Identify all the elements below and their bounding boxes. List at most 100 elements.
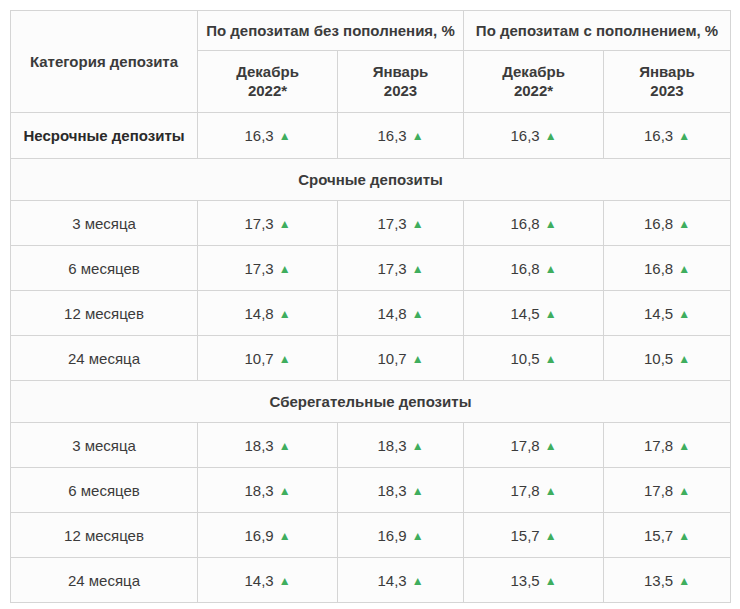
rate-value: 17,8 <box>644 482 673 499</box>
trend-up-icon: ▲ <box>412 484 424 498</box>
rate-value: 18,3 <box>244 482 273 499</box>
trend-up-icon: ▲ <box>545 352 557 366</box>
rate-cell: 15,7 ▲ <box>464 513 604 558</box>
rate-cell: 18,3 ▲ <box>338 468 464 513</box>
table-row-term-6m: 6 месяцев 17,3▲ 17,3▲ 16,8 ▲ 16,8 ▲ <box>11 246 731 291</box>
rate-cell: 17,3▲ <box>198 246 338 291</box>
rate-value: 16,8 <box>510 260 539 277</box>
category-label: 6 месяцев <box>11 468 198 513</box>
rate-value: 18,3 <box>244 437 273 454</box>
category-label: 24 месяца <box>11 336 198 381</box>
sub-header-jan-2023-with: Январь 2023 <box>604 51 731 113</box>
trend-up-icon: ▲ <box>279 217 291 231</box>
table-row-savings-3m: 3 месяца 18,3▲ 18,3▲ 17,8▲ 17,8▲ <box>11 423 731 468</box>
rate-value: 17,3 <box>244 215 273 232</box>
group-header-without-topup: По депозитам без пополнения, % <box>198 11 464 51</box>
category-label: 3 месяца <box>11 201 198 246</box>
section-row-term-deposits: Срочные депозиты <box>11 159 731 201</box>
corner-header: Категория депозита <box>11 11 198 113</box>
rate-cell: 16,3▲ <box>464 113 604 159</box>
category-label: Несрочные депозиты <box>11 113 198 159</box>
trend-up-icon: ▲ <box>279 352 291 366</box>
group-header-with-topup: По депозитам с пополнением, % <box>464 11 731 51</box>
trend-up-icon: ▲ <box>678 217 690 231</box>
group-header-row: Категория депозита По депозитам без попо… <box>11 11 731 51</box>
deposit-rates-table: Категория депозита По депозитам без попо… <box>10 10 731 603</box>
trend-up-icon: ▲ <box>545 439 557 453</box>
rate-cell: 10,7 ▲ <box>198 336 338 381</box>
rate-value: 16,9 <box>377 527 406 544</box>
table-row-demand-deposits: Несрочные депозиты 16,3▲ 16,3▲ 16,3▲ 16,… <box>11 113 731 159</box>
rate-value: 10,7 <box>244 350 273 367</box>
rate-cell: 17,8▲ <box>464 423 604 468</box>
rate-value: 16,8 <box>510 215 539 232</box>
rate-value: 16,8 <box>644 215 673 232</box>
rate-value: 18,3 <box>377 437 406 454</box>
rate-value: 15,7 <box>510 527 539 544</box>
rate-cell: 16,8 ▲ <box>604 201 731 246</box>
trend-up-icon: ▲ <box>678 439 690 453</box>
rate-cell: 16,8 ▲ <box>464 201 604 246</box>
table-row-term-3m: 3 месяца 17,3 ▲ 17,3 ▲ 16,8 ▲ 16,8 ▲ <box>11 201 731 246</box>
rate-value: 16,3 <box>377 127 406 144</box>
category-label: 3 месяца <box>11 423 198 468</box>
rate-value: 13,5 <box>510 572 539 589</box>
rate-cell: 14,5 ▲ <box>604 291 731 336</box>
rate-cell: 17,3 ▲ <box>198 201 338 246</box>
rate-value: 14,8 <box>377 305 406 322</box>
rate-value: 13,5 <box>644 572 673 589</box>
rate-value: 14,8 <box>244 305 273 322</box>
rate-cell: 14,8 ▲ <box>198 291 338 336</box>
rate-cell: 16,8 ▲ <box>604 246 731 291</box>
rate-value: 17,3 <box>377 260 406 277</box>
rate-value: 14,5 <box>644 305 673 322</box>
rate-cell: 18,3 ▲ <box>198 423 338 468</box>
trend-up-icon: ▲ <box>545 484 557 498</box>
category-label: 24 месяца <box>11 558 198 603</box>
category-label: 12 месяцев <box>11 513 198 558</box>
trend-up-icon: ▲ <box>279 574 291 588</box>
table-row-savings-6m: 6 месяцев 18,3 ▲ 18,3 ▲ 17,8 ▲ 17,8 ▲ <box>11 468 731 513</box>
rate-cell: 14,3▲ <box>198 558 338 603</box>
trend-up-icon: ▲ <box>678 262 690 276</box>
trend-up-icon: ▲ <box>279 307 291 321</box>
rate-value: 16,3 <box>644 127 673 144</box>
rate-cell: 10,5 ▲ <box>604 336 731 381</box>
rate-value: 17,3 <box>244 260 273 277</box>
trend-up-icon: ▲ <box>678 352 690 366</box>
rate-value: 17,8 <box>510 482 539 499</box>
trend-up-icon: ▲ <box>279 439 291 453</box>
trend-up-icon: ▲ <box>545 262 557 276</box>
trend-up-icon: ▲ <box>412 439 424 453</box>
rate-value: 14,5 <box>510 305 539 322</box>
table-row-savings-24m: 24 месяца 14,3▲ 14,3▲ 13,5▲ 13,5▲ <box>11 558 731 603</box>
table-body: Несрочные депозиты 16,3 ▲ 16,3 ▲ 16,3 ▲ 16,… <box>11 113 731 603</box>
trend-up-icon: ▲ <box>279 129 291 143</box>
table-row-term-12m: 12 месяцев 14,8 ▲ 14,8 ▲ 14,5 ▲ 14,5 ▲ <box>11 291 731 336</box>
rate-cell: 17,3▲ <box>338 246 464 291</box>
trend-up-icon: ▲ <box>279 484 291 498</box>
rate-cell: 16,3 ▲ <box>198 113 338 159</box>
section-title: Сберегательные депозиты <box>11 381 731 423</box>
trend-up-icon: ▲ <box>678 307 690 321</box>
trend-up-icon: ▲ <box>412 129 424 143</box>
trend-up-icon: ▲ <box>412 574 424 588</box>
rate-value: 10,5 <box>644 350 673 367</box>
table-row-term-24m: 24 месяца 10,7 ▲ 10,7 ▲ 10,5 ▲ 10,5 ▲ <box>11 336 731 381</box>
category-label: 6 месяцев <box>11 246 198 291</box>
rate-value: 16,3 <box>244 127 273 144</box>
rate-cell: 10,5 ▲ <box>464 336 604 381</box>
rate-value: 16,8 <box>644 260 673 277</box>
trend-up-icon: ▲ <box>678 129 690 143</box>
rate-value: 10,7 <box>377 350 406 367</box>
trend-up-icon: ▲ <box>545 529 557 543</box>
category-label: 12 месяцев <box>11 291 198 336</box>
rate-cell: 16,9▲ <box>338 513 464 558</box>
rate-value: 18,3 <box>377 482 406 499</box>
rate-value: 10,5 <box>510 350 539 367</box>
rate-cell: 18,3 ▲ <box>338 423 464 468</box>
rate-cell: 16,3 ▲ <box>338 113 464 159</box>
rate-cell: 15,7▲ <box>604 513 731 558</box>
trend-up-icon: ▲ <box>545 217 557 231</box>
rate-value: 16,9 <box>244 527 273 544</box>
